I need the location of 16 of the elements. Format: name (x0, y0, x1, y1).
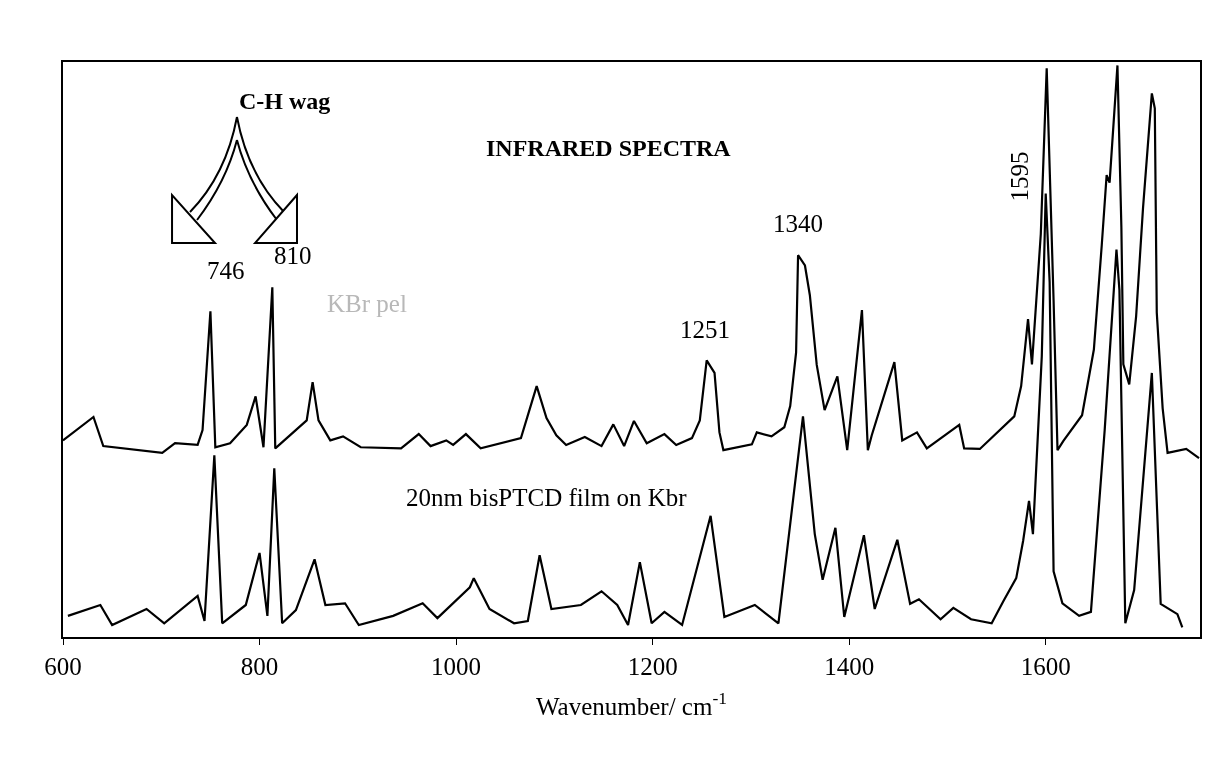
annotation: 1595 (1005, 151, 1033, 202)
series-label: 20nm bisPTCD film on Kbr (406, 484, 688, 511)
text: INFRARED SPECTRA (486, 135, 732, 161)
x-tick-label: 600 (44, 653, 82, 680)
x-tick-label: 800 (240, 653, 279, 680)
x-tick-label: 1600 (1020, 653, 1071, 680)
x-axis-title: Wavenumber/ cm$^{-1}$ (536, 688, 727, 720)
x-tick-label: 1400 (824, 653, 875, 680)
annotation: 1251 (680, 316, 730, 343)
annotation: 746 (207, 257, 245, 284)
text: KBr pel (327, 290, 407, 317)
annotation: C-H wag (239, 88, 331, 114)
x-tick-label: 1000 (431, 653, 482, 680)
annotation: 1340 (773, 210, 823, 237)
annotation: 810 (274, 242, 312, 269)
x-tick-label: 1200 (627, 653, 678, 680)
